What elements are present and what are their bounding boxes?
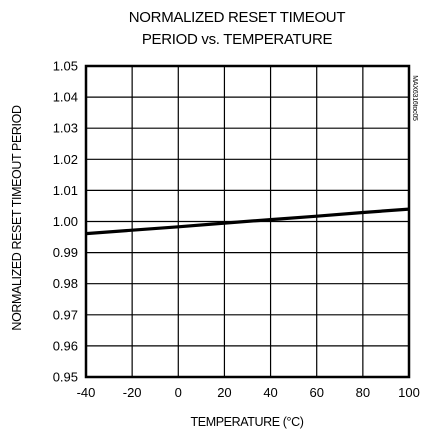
chart-title: NORMALIZED RESET TIMEOUT	[129, 9, 346, 26]
x-tick-label: 60	[309, 385, 323, 400]
y-tick-label: 0.96	[53, 338, 78, 353]
y-tick-label: 1.03	[53, 121, 78, 136]
y-tick-label: 0.95	[53, 370, 78, 385]
x-tick-label: 100	[398, 385, 420, 400]
x-tick-labels: -40 -20 0 20 40 60 80 100	[77, 385, 420, 400]
y-tick-label: 1.05	[53, 59, 78, 74]
x-tick-label: 0	[175, 385, 182, 400]
y-tick-label: 1.00	[53, 214, 78, 229]
x-tick-label: -20	[123, 385, 142, 400]
y-axis-label: NORMALIZED RESET TIMEOUT PERIOD	[10, 105, 24, 331]
y-tick-label: 1.04	[53, 90, 78, 105]
x-tick-label: 40	[263, 385, 277, 400]
x-tick-label: 80	[356, 385, 370, 400]
figure-id: MAX6316toc05	[411, 75, 418, 121]
x-tick-label: 20	[217, 385, 231, 400]
y-tick-label: 1.01	[53, 183, 78, 198]
y-tick-label: 0.97	[53, 307, 78, 322]
series-line	[85, 207, 410, 236]
y-tick-label: 1.02	[53, 152, 78, 167]
series-layer	[85, 207, 410, 236]
grid	[86, 66, 409, 377]
x-axis-label: TEMPERATURE (°C)	[191, 415, 304, 429]
y-tick-labels: 0.95 0.96 0.97 0.98 0.99 1.00 1.01 1.02 1.03 1.04…	[53, 59, 78, 385]
plot-frame	[84, 64, 411, 379]
x-tick-label: -40	[77, 385, 96, 400]
chart-subtitle: PERIOD vs. TEMPERATURE	[142, 31, 333, 48]
y-tick-label: 0.99	[53, 245, 78, 260]
y-tick-label: 0.98	[53, 276, 78, 291]
